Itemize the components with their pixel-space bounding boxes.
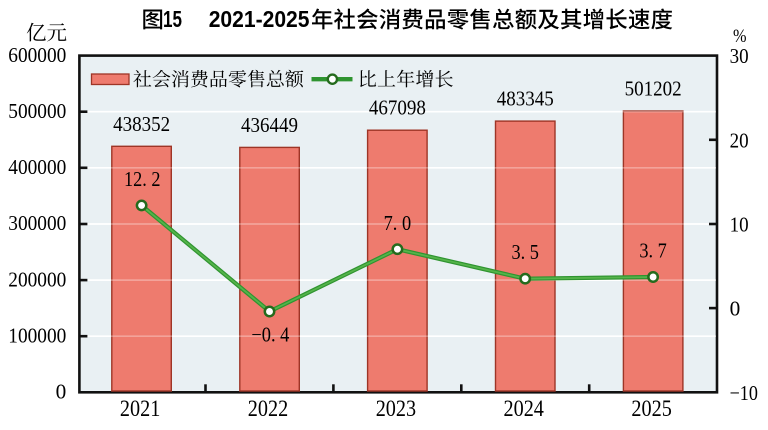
svg-text:483345: 483345: [497, 89, 554, 111]
svg-text:2023: 2023: [376, 396, 416, 422]
svg-text:7. 0: 7. 0: [384, 213, 412, 235]
svg-text:30: 30: [730, 44, 749, 68]
svg-text:−10: −10: [730, 381, 758, 405]
svg-text:0: 0: [730, 297, 741, 321]
svg-text:100000: 100000: [8, 323, 66, 347]
svg-text:10: 10: [730, 212, 749, 236]
svg-text:501202: 501202: [625, 79, 682, 101]
svg-text:2024: 2024: [504, 396, 545, 422]
svg-text:200000: 200000: [8, 267, 66, 291]
svg-text:3. 7: 3. 7: [639, 241, 667, 263]
svg-text:600000: 600000: [8, 43, 66, 67]
svg-text:2021-2025: 2021-2025: [209, 6, 310, 32]
svg-text:%: %: [733, 26, 747, 47]
svg-text:438352: 438352: [113, 114, 170, 136]
svg-text:−0. 4: −0. 4: [251, 325, 289, 347]
svg-text:2021: 2021: [120, 396, 160, 422]
svg-text:3. 5: 3. 5: [511, 242, 539, 264]
svg-text:2025: 2025: [631, 396, 671, 422]
svg-text:15: 15: [163, 6, 182, 32]
svg-text:20: 20: [730, 128, 749, 152]
svg-text:467098: 467098: [369, 98, 426, 120]
svg-text:2022: 2022: [248, 396, 288, 422]
svg-text:400000: 400000: [8, 155, 66, 179]
svg-text:0: 0: [56, 380, 67, 404]
svg-text:12. 2: 12. 2: [124, 169, 161, 191]
svg-text:500000: 500000: [8, 99, 66, 123]
svg-text:300000: 300000: [8, 211, 66, 235]
svg-text:436449: 436449: [241, 115, 298, 137]
